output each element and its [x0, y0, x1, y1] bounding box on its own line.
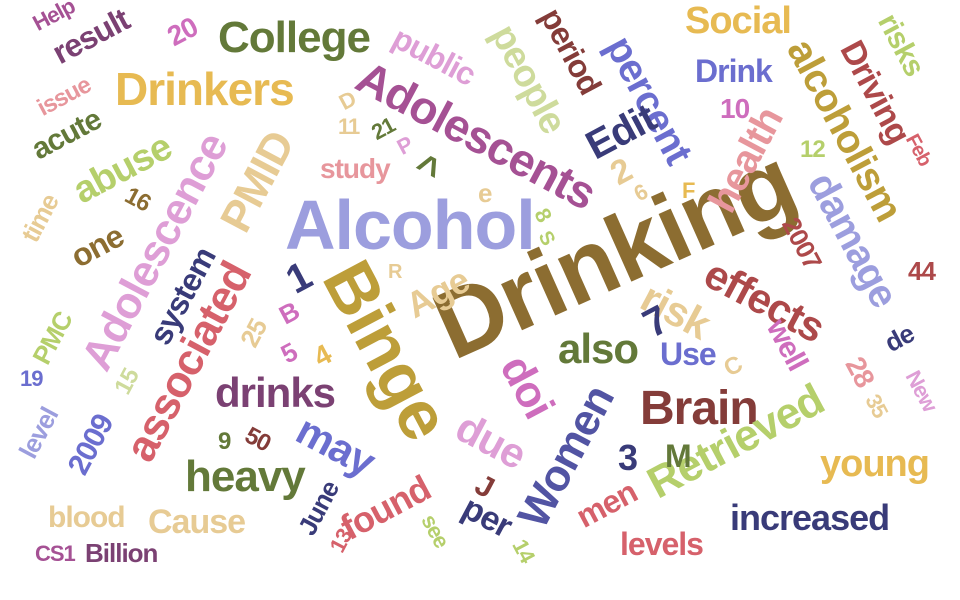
cloud-word: de — [879, 318, 919, 358]
cloud-word: 28 — [839, 351, 881, 392]
cloud-word: Cause — [148, 503, 246, 541]
cloud-word: 12 — [800, 136, 826, 163]
cloud-word: Drink — [695, 53, 773, 89]
cloud-word: men — [570, 473, 643, 535]
cloud-word: 44 — [908, 256, 936, 286]
cloud-word: Use — [660, 336, 717, 372]
cloud-word: levels — [620, 526, 704, 562]
cloud-word: 5 — [275, 336, 302, 370]
cloud-word: 25 — [233, 314, 274, 352]
cloud-word: study — [320, 153, 391, 184]
cloud-word: 11 — [338, 114, 360, 139]
cloud-word: drinks — [215, 369, 336, 416]
cloud-word: per — [456, 488, 518, 546]
cloud-word: P — [392, 131, 417, 160]
cloud-word: blood — [48, 501, 126, 534]
cloud-word: see — [416, 510, 455, 552]
cloud-word: e — [478, 178, 493, 208]
cloud-word: College — [218, 13, 371, 62]
cloud-word: New — [900, 366, 943, 416]
cloud-word: PMC — [26, 306, 79, 370]
cloud-word: time — [14, 189, 65, 247]
cloud-word: level — [12, 402, 65, 464]
cloud-word: 9 — [218, 428, 231, 455]
cloud-word: Social — [685, 0, 792, 42]
cloud-word: 35 — [860, 389, 893, 422]
cloud-word: heavy — [185, 452, 306, 501]
cloud-word: increased — [730, 497, 890, 538]
cloud-word: young — [820, 443, 930, 485]
cloud-word: 10 — [720, 93, 750, 124]
cloud-word: 4 — [308, 338, 336, 373]
cloud-word: 3 — [618, 437, 638, 478]
cloud-word: 20 — [162, 11, 203, 53]
cloud-word: CS1 — [35, 541, 76, 566]
cloud-word: C — [719, 350, 747, 383]
cloud-word: 14 — [507, 534, 540, 567]
cloud-word: acute — [26, 102, 107, 167]
cloud-word: Billion — [85, 538, 158, 568]
cloud-word: R — [388, 261, 402, 283]
cloud-word: Alcohol — [285, 186, 536, 264]
cloud-word: M — [665, 438, 692, 474]
cloud-word: Drinkers — [115, 63, 295, 115]
cloud-word: 2009 — [61, 409, 121, 481]
cloud-word: also — [558, 325, 639, 372]
cloud-word: 19 — [20, 366, 44, 391]
cloud-word: F — [682, 178, 695, 203]
cloud-word: Brain — [640, 382, 759, 435]
cloud-word: Feb — [900, 130, 936, 170]
